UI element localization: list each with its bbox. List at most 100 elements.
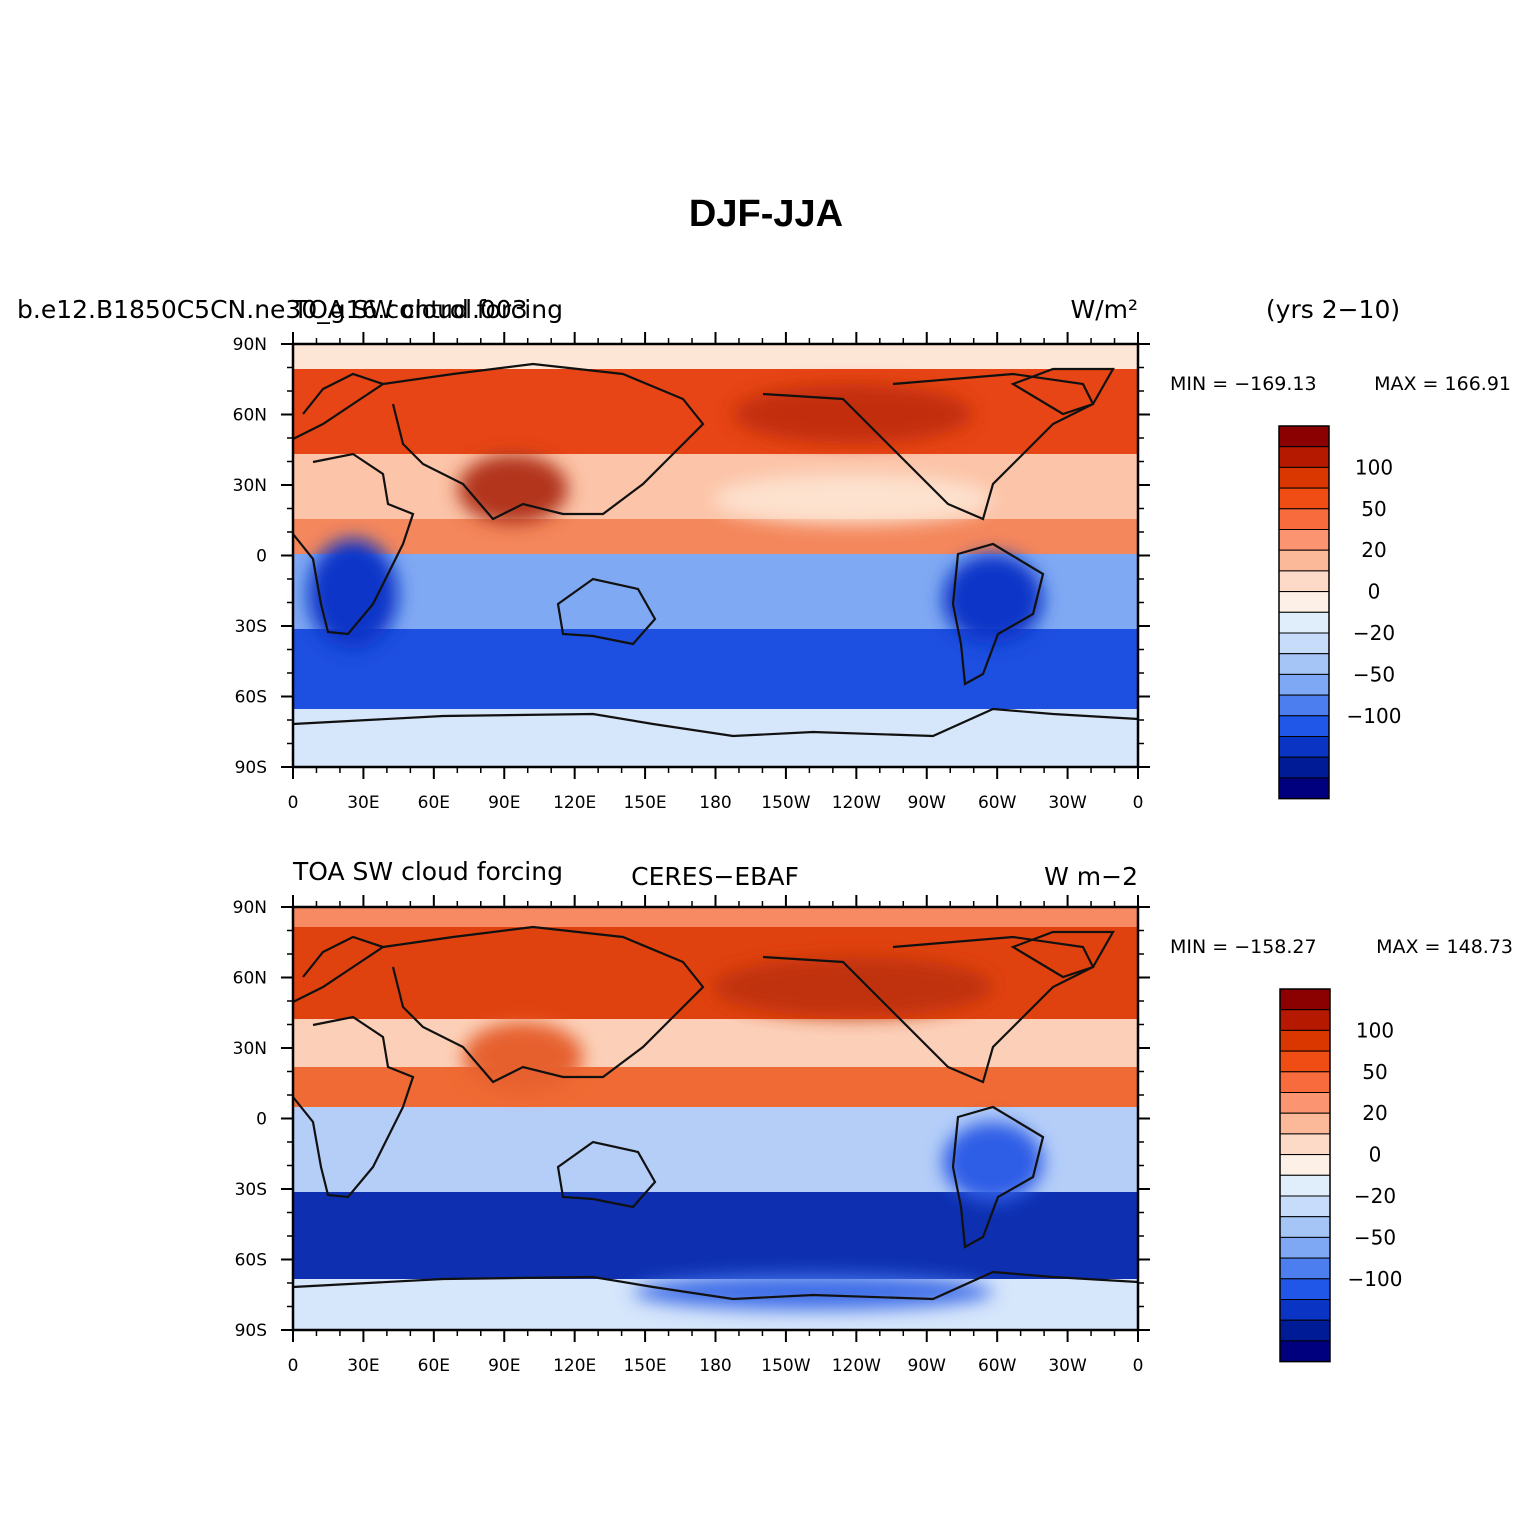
lon-tick-label: 150W <box>761 1356 810 1376</box>
colorbar-swatch <box>1278 715 1330 737</box>
band-southern-ocean <box>293 1192 1138 1282</box>
lon-tick-label: 90W <box>908 793 947 813</box>
colorbar-swatch <box>1279 1092 1331 1114</box>
lat-tick-label: 0 <box>256 1110 267 1130</box>
lat-tick-label: 60N <box>233 406 267 426</box>
panel-obs-variable-label: TOA SW cloud forcing <box>292 857 563 886</box>
coastlines <box>292 362 1139 738</box>
feature-amazon <box>943 1122 1043 1202</box>
coast-antarctica <box>292 1270 1139 1301</box>
lon-tick-label: 60W <box>978 793 1017 813</box>
lat-tick-label: 30S <box>235 617 267 637</box>
feature-pacific-sub <box>713 474 993 524</box>
lon-tick-label: 120W <box>832 793 881 813</box>
colorbar-swatch <box>1278 591 1330 613</box>
colorbar-label: −20 <box>1354 1184 1396 1208</box>
feature-siberia <box>458 454 568 524</box>
lat-tick-label: 60S <box>235 1251 267 1271</box>
colorbar-swatch <box>1279 1133 1331 1156</box>
colorbar-label: 100 <box>1356 1018 1394 1042</box>
colorbar-label: 100 <box>1355 455 1393 479</box>
band-subtropics <box>293 454 1138 524</box>
panel-model-variable-label: TOA SW cloud forcing <box>292 295 563 324</box>
band-antarctic <box>293 709 1138 767</box>
coast-north-america <box>762 935 1095 1084</box>
colorbar-swatch <box>1279 1029 1331 1052</box>
colorbar-swatch <box>1278 736 1330 758</box>
panel-model-min-label: MIN = −169.13 <box>1170 373 1317 395</box>
lon-tick-label: 60E <box>418 793 450 813</box>
coast-greenland <box>1010 930 1115 979</box>
colorbar-swatch <box>1278 466 1330 489</box>
colorbar-label: 0 <box>1368 580 1381 604</box>
colorbar-obs: 100 50 20 0 −20 −50 −100 <box>1279 988 1402 1363</box>
coast-greenland <box>1010 367 1115 416</box>
colorbar-swatch <box>1279 1319 1331 1342</box>
colorbar-swatch <box>1279 1050 1331 1073</box>
colorbar-model: 100 50 20 0 −20 −50 −100 <box>1278 425 1401 800</box>
colorbar-swatch <box>1279 1174 1331 1197</box>
band-equator <box>293 1067 1138 1109</box>
lon-tick-label: 120W <box>832 1356 881 1376</box>
colorbar-frame <box>1279 988 1331 1363</box>
feature-pacific-storm <box>713 957 993 1017</box>
axes-model: 90N 60N 30N 0 30S 60S 90S 0 30E 60E 90E 120E 150E 180… <box>233 332 1401 813</box>
colorbar-label: −50 <box>1354 1225 1396 1249</box>
panel-obs-map <box>292 907 1139 1330</box>
colorbar-swatch <box>1279 1216 1331 1238</box>
colorbar-swatch <box>1278 694 1330 717</box>
lon-tick-label: 150E <box>623 1356 666 1376</box>
band-north-mid <box>293 369 1138 454</box>
panel-obs-units: W m−2 <box>1044 862 1138 891</box>
colorbar-swatch <box>1279 1009 1331 1031</box>
colorbar-swatch <box>1278 446 1330 468</box>
band-north-mid <box>293 927 1138 1022</box>
lat-tick-label: 90S <box>235 758 267 778</box>
colorbar-label: 50 <box>1362 1060 1387 1084</box>
colorbar-label: 20 <box>1361 538 1386 562</box>
lon-tick-label: 150E <box>623 793 666 813</box>
lon-tick-label: 180 <box>699 793 731 813</box>
feature-asia <box>463 1022 583 1092</box>
lon-tick-label: 90W <box>908 1356 947 1376</box>
axes-and-colorbars: 90N 60N 30N 0 30S 60S 90S 0 30E 60E 90E 120E 150E 180… <box>233 332 1402 1376</box>
panel-model-case-label: b.e12.B1850C5CN.ne30_g16.control.003 <box>17 295 528 324</box>
panel-obs: TOA SW cloud forcing CERES−EBAF W m−2 MI… <box>292 857 1513 1330</box>
lat-tick-label: 30N <box>233 1039 267 1059</box>
colorbar-swatch <box>1278 653 1330 675</box>
feature-antarctic-coast <box>633 1274 993 1310</box>
panel-obs-min-label: MIN = −158.27 <box>1170 936 1317 958</box>
colorbar-swatch <box>1279 1154 1331 1176</box>
lat-tick-label: 90S <box>235 1321 267 1341</box>
panel-obs-max-label: MAX = 148.73 <box>1376 936 1513 958</box>
lon-tick-label: 30E <box>347 793 379 813</box>
colorbar-label: −50 <box>1353 662 1395 686</box>
colorbar-label: 20 <box>1362 1101 1387 1125</box>
colorbar-swatch <box>1278 425 1330 448</box>
lat-tick-label: 30N <box>233 476 267 496</box>
lat-tick-label: 60S <box>235 688 267 708</box>
coast-asia <box>382 362 705 521</box>
lon-tick-label: 30W <box>1048 793 1087 813</box>
lat-tick-label: 0 <box>256 547 267 567</box>
panel-model-max-label: MAX = 166.91 <box>1374 373 1511 395</box>
lon-tick-label: 180 <box>699 1356 731 1376</box>
colorbar-swatch <box>1278 673 1330 696</box>
panel-obs-dataset-label: CERES−EBAF <box>631 862 799 891</box>
panel-model-units: W/m² <box>1070 295 1138 324</box>
colorbar-label: −20 <box>1353 621 1395 645</box>
lon-tick-label: 150W <box>761 793 810 813</box>
colorbar-swatch <box>1278 570 1330 593</box>
coast-north-america <box>762 372 1095 521</box>
coast-australia <box>556 577 657 646</box>
colorbar-swatch <box>1279 1299 1331 1321</box>
lon-tick-label: 0 <box>288 793 299 813</box>
lat-tick-label: 90N <box>233 898 267 918</box>
coast-south-america <box>951 1105 1045 1249</box>
colorbar-swatch <box>1278 549 1330 572</box>
colorbar-swatch <box>1279 1071 1331 1094</box>
lon-tick-label: 0 <box>288 1356 299 1376</box>
colorbar-label: 0 <box>1369 1143 1382 1167</box>
colorbar-swatch <box>1278 529 1330 551</box>
lon-tick-label: 30W <box>1048 1356 1087 1376</box>
